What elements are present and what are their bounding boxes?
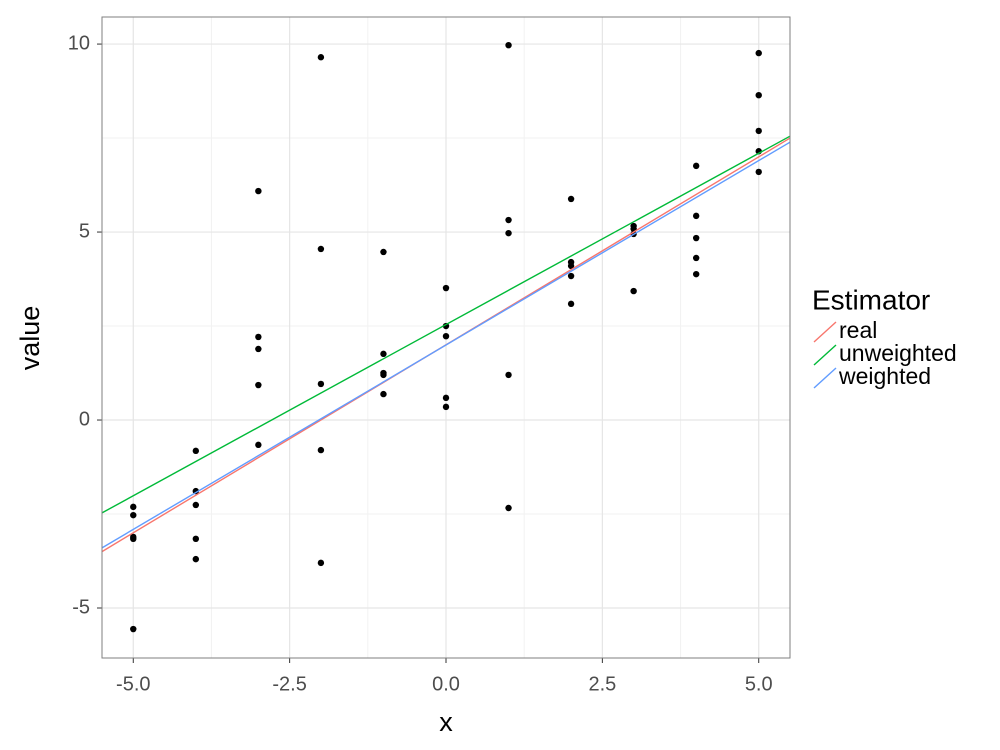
point bbox=[692, 212, 700, 220]
point bbox=[130, 625, 137, 633]
point bbox=[505, 41, 512, 49]
point bbox=[192, 447, 200, 455]
point bbox=[442, 332, 450, 340]
y-tick-label: 0 bbox=[79, 408, 90, 430]
point bbox=[692, 234, 700, 242]
point bbox=[130, 503, 137, 511]
x-tick-label: 0.0 bbox=[432, 673, 460, 695]
point bbox=[755, 127, 762, 135]
point bbox=[255, 441, 262, 449]
point bbox=[317, 54, 325, 61]
y-axis-title: value bbox=[15, 306, 45, 371]
point bbox=[255, 333, 262, 341]
line bbox=[101, 141, 791, 549]
point bbox=[442, 394, 450, 402]
x-axis-title: x bbox=[439, 707, 453, 737]
point bbox=[505, 371, 512, 379]
point bbox=[567, 195, 575, 203]
y-tick-label: -5 bbox=[72, 596, 90, 618]
point bbox=[567, 300, 575, 308]
point bbox=[505, 216, 512, 224]
point bbox=[317, 380, 325, 388]
point bbox=[317, 559, 325, 567]
point bbox=[692, 270, 700, 278]
point bbox=[380, 390, 387, 398]
point bbox=[630, 287, 637, 295]
point bbox=[442, 403, 450, 411]
point bbox=[755, 49, 762, 57]
point bbox=[755, 168, 762, 176]
legend-label: unweighted bbox=[839, 340, 957, 366]
point bbox=[255, 345, 262, 353]
legend-label: weighted bbox=[838, 363, 931, 389]
point bbox=[192, 501, 200, 509]
point bbox=[130, 535, 137, 543]
point bbox=[567, 262, 575, 270]
plot-border bbox=[101, 16, 791, 659]
point bbox=[380, 371, 387, 379]
point bbox=[380, 350, 387, 358]
point bbox=[255, 187, 262, 195]
point bbox=[505, 229, 512, 237]
y-tick-label: 5 bbox=[79, 220, 90, 242]
x-tick-label: -5.0 bbox=[116, 673, 150, 695]
point bbox=[130, 511, 137, 519]
point bbox=[192, 555, 200, 563]
point bbox=[255, 381, 262, 389]
point bbox=[192, 535, 200, 543]
point bbox=[505, 504, 512, 512]
x-tick-label: 5.0 bbox=[745, 673, 773, 695]
point bbox=[755, 91, 762, 99]
legend-key bbox=[813, 367, 837, 389]
legend-title: Estimator bbox=[812, 284, 930, 315]
point bbox=[380, 248, 387, 256]
legend-key bbox=[813, 321, 837, 343]
x-tick-label: 2.5 bbox=[588, 673, 616, 695]
line bbox=[101, 135, 791, 514]
point bbox=[317, 245, 325, 253]
legend-key bbox=[813, 344, 837, 366]
point bbox=[442, 284, 450, 292]
point bbox=[567, 272, 575, 280]
point bbox=[692, 162, 700, 170]
y-tick-label: 10 bbox=[68, 32, 90, 54]
legend-label: real bbox=[839, 317, 877, 343]
x-tick-label: -2.5 bbox=[272, 673, 306, 695]
point bbox=[317, 446, 325, 454]
point bbox=[692, 254, 700, 262]
